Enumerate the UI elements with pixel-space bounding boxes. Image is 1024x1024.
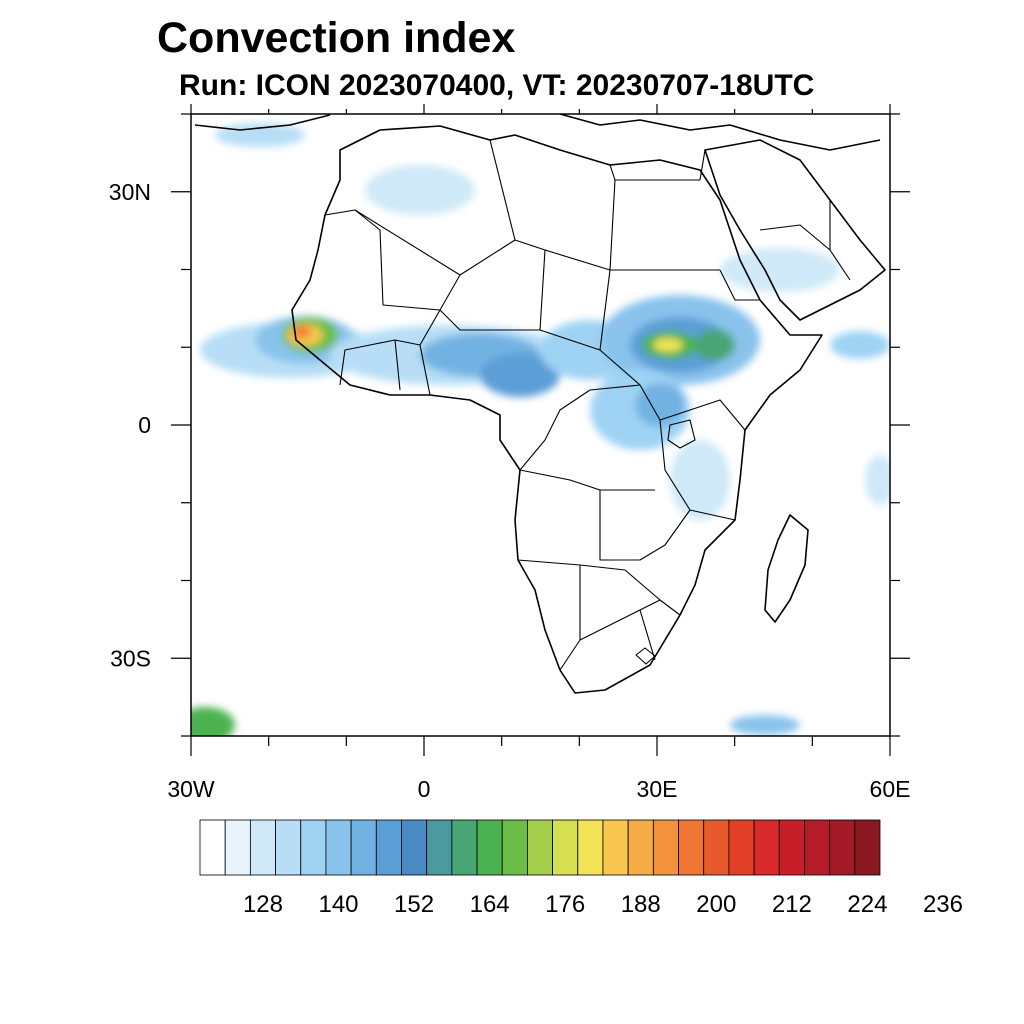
colorbar-swatch [678,819,705,876]
colorbar [199,819,881,876]
axis-tick-labels: 30N 0 30S 30W 0 30E 60E [109,179,911,802]
colorbar-swatch [426,819,453,876]
colorbar-swatch [778,819,805,876]
colorbar-swatch [804,819,831,876]
colorbar-swatch [401,819,428,876]
colorbar-tick-label: 224 [847,891,887,918]
colorbar-tick-label: 212 [772,891,812,918]
colorbar-swatch [728,819,755,876]
colorbar-tick-label: 236 [923,891,963,918]
colorbar-swatch [325,819,352,876]
colorbar-swatch [275,819,302,876]
lat-tick-label: 30N [109,179,151,205]
colorbar-tick-label: 164 [470,891,510,918]
lon-tick-label: 0 [418,776,431,802]
colorbar-swatch [300,819,327,876]
colorbar-swatch [527,819,553,876]
colorbar-swatch [501,819,528,876]
colorbar-tick-label: 188 [621,891,661,918]
axis-ticks [171,104,910,756]
colorbar-tick-label: 176 [545,891,585,918]
colorbar-swatch [476,819,503,876]
chart-subtitle: Run: ICON 2023070400, VT: 20230707-18UTC [179,69,815,102]
colorbar-swatch [652,819,679,876]
colorbar-swatch [627,819,654,876]
chart-title: Convection index [157,14,516,62]
colorbar-swatch [854,819,881,876]
colorbar-swatch [829,819,856,876]
colorbar-swatch [552,819,579,876]
lat-tick-label: 30S [110,645,151,671]
lat-tick-label: 0 [138,412,151,438]
colorbar-swatch [375,819,402,876]
colorbar-swatch [602,819,629,876]
colorbar-swatch [350,819,377,876]
colorbar-swatch [224,819,251,876]
colorbar-tick-label: 140 [318,891,358,918]
colorbar-swatch [703,819,730,876]
lon-tick-label: 30E [637,776,678,802]
colorbar-tick-label: 128 [243,891,283,918]
colorbar-swatch [249,819,276,876]
coastlines [194,114,886,694]
colorbar-swatch [199,819,226,876]
colorbar-swatch [451,819,478,876]
country-borders [324,139,851,671]
lon-tick-label: 60E [870,776,911,802]
colorbar-swatch [753,819,780,876]
colorbar-tick-label: 152 [394,891,434,918]
map-plot-area [191,114,890,736]
colorbar-swatch [577,819,604,876]
colorbar-labels: 128 140 152 164 176 188 200 212 224 236 [243,891,963,918]
colorbar-tick-label: 200 [696,891,736,918]
lon-tick-label: 30W [167,776,215,802]
